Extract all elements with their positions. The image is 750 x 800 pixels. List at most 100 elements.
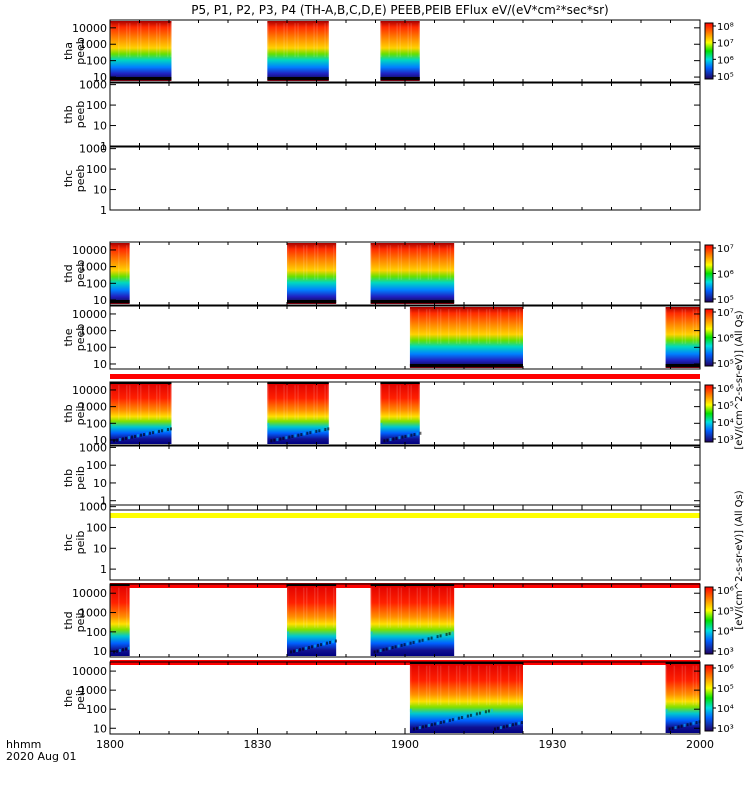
panel-label: peeb (74, 165, 87, 193)
texture-streak (428, 665, 431, 706)
texture-streak (156, 23, 158, 58)
texture-streak (396, 23, 398, 58)
noise-dot (436, 721, 439, 725)
texture-streak (673, 309, 676, 344)
noise-dot (433, 635, 436, 639)
yellow-separator-band (110, 513, 700, 518)
noise-dot (451, 631, 454, 635)
noise-dot (416, 432, 419, 436)
noise-dot (294, 434, 297, 438)
noise-dot (119, 648, 121, 652)
noise-dot (386, 438, 389, 442)
colorbar-label-bottom: [eV/(cm^2-s-sr-eV)] (All Qs) (734, 490, 745, 629)
colorbar-tick-label: 10³ (717, 435, 734, 446)
y-tick-label: 10 (93, 184, 107, 197)
data-block (287, 243, 337, 304)
texture-streak (333, 587, 335, 628)
texture-streak (297, 23, 299, 58)
texture-streak (400, 245, 403, 280)
panel-label: tha (62, 42, 75, 60)
noise-dot (149, 431, 151, 435)
noise-dot (131, 435, 133, 439)
colorbar-tick-label: 10³ (717, 647, 734, 658)
y-tick-label: 100 (86, 703, 107, 716)
noise-dot (424, 724, 427, 728)
texture-streak (324, 385, 326, 420)
texture-streak (370, 245, 373, 280)
noise-dot (671, 726, 674, 730)
noise-dot (409, 641, 412, 645)
noise-dot (505, 724, 508, 728)
texture-streak (684, 309, 687, 344)
panel-thd-peeb: 10 100 1000 10000 thd peeb 10⁵ 10⁶ 10⁷ (62, 241, 734, 307)
texture-streak (446, 587, 449, 628)
panel-label: thb (62, 404, 75, 422)
texture-streak (333, 245, 335, 280)
noise-dot (140, 433, 142, 437)
noise-dot (469, 713, 472, 717)
noise-dot (332, 640, 334, 644)
colorbar (704, 384, 714, 443)
texture-streak (477, 309, 480, 344)
data-bottom-edge (409, 364, 523, 367)
colorbar-tick-label: 10⁷ (717, 308, 734, 319)
noise-dot (279, 437, 282, 441)
noise-dot (291, 434, 294, 438)
texture-streak (275, 23, 277, 58)
noise-dot (335, 639, 337, 643)
texture-streak (303, 587, 305, 628)
noise-dot (430, 723, 433, 727)
texture-streak (286, 385, 288, 420)
noise-dot (383, 439, 386, 443)
texture-streak (126, 245, 128, 280)
noise-dot (418, 726, 421, 730)
texture-streak (485, 309, 488, 344)
noise-dot (689, 722, 692, 726)
noise-dot (312, 430, 315, 434)
panel-label: peib (74, 531, 87, 555)
noise-dot (415, 640, 418, 644)
noise-dot (128, 436, 130, 440)
noise-dot (306, 431, 309, 435)
texture-streak (267, 23, 269, 58)
data-block (409, 307, 523, 368)
panel-tha-peeb: 10 100 1000 10000 tha peeb 10⁵ 10⁶ 10⁷ 10⁸ (62, 19, 734, 84)
panel-label: thc (62, 170, 75, 187)
texture-streak (488, 309, 491, 344)
noise-dot (110, 422, 112, 426)
texture-streak (148, 385, 150, 420)
noise-dot (395, 436, 398, 440)
texture-streak (455, 665, 458, 706)
texture-streak (396, 385, 398, 420)
texture-streak (458, 665, 461, 706)
x-tick-label: 1800 (96, 738, 124, 751)
texture-streak (449, 245, 452, 280)
data-top-edge (370, 584, 455, 586)
colorbar-tick-label: 10⁵ (717, 72, 734, 83)
data-bottom-edge (370, 300, 455, 303)
y-tick-label: 10 (93, 294, 107, 307)
noise-dot (448, 718, 451, 722)
texture-streak (325, 587, 327, 628)
noise-dot (460, 716, 463, 719)
texture-streak (665, 309, 668, 344)
texture-streak (306, 245, 308, 280)
y-tick-label: 1000 (79, 325, 107, 338)
noise-dot (463, 715, 466, 719)
texture-streak (386, 587, 389, 628)
data-block (409, 663, 523, 733)
noise-dot (472, 713, 475, 717)
colorbar-tick-label: 10⁵ (717, 684, 734, 695)
texture-streak (400, 587, 403, 628)
noise-dot (517, 721, 520, 725)
data-block (380, 21, 420, 81)
texture-streak (316, 385, 318, 420)
data-top-edge (665, 662, 700, 664)
colorbar (704, 586, 714, 655)
noise-dot (418, 639, 421, 643)
texture-streak (380, 23, 382, 58)
texture-streak (425, 665, 428, 706)
texture-streak (397, 587, 400, 628)
noise-dot (152, 431, 154, 435)
noise-dot (415, 726, 418, 730)
